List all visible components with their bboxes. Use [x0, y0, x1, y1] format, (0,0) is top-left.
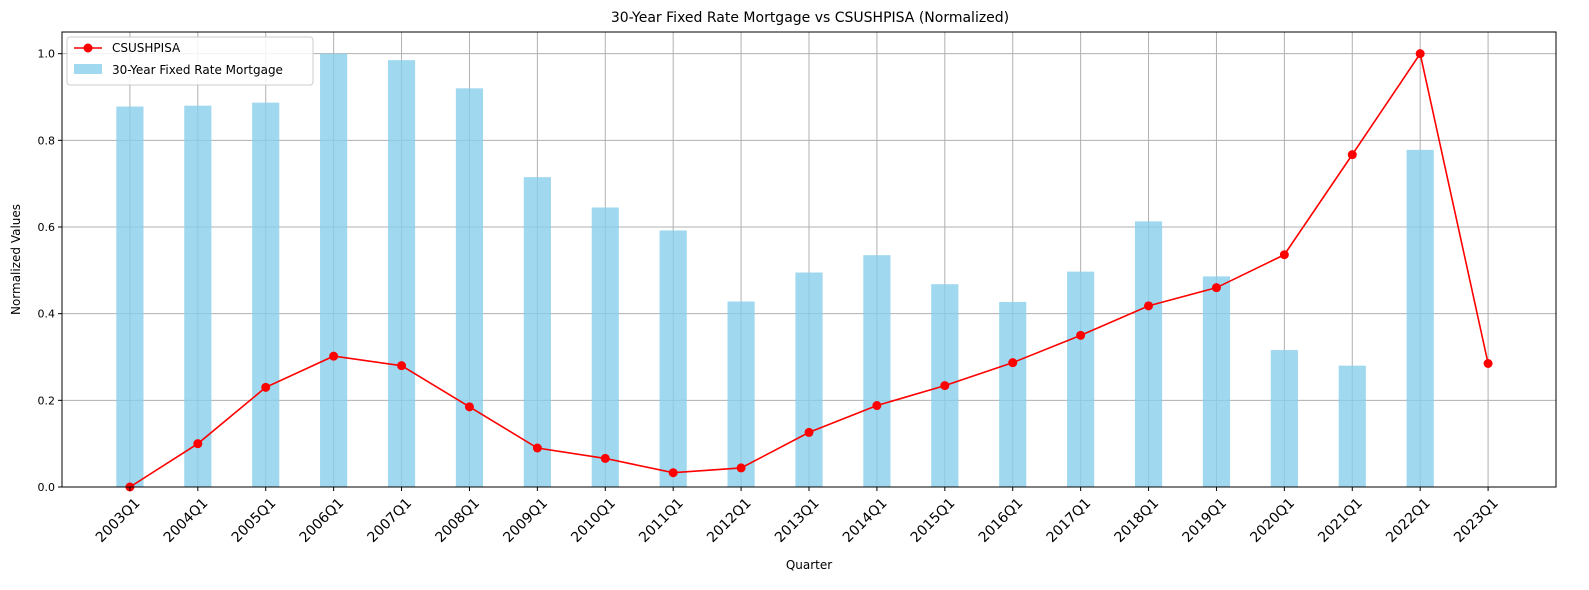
y-tick-label: 0.6 [38, 221, 56, 234]
data-point [940, 381, 950, 391]
legend-bar-swatch [74, 64, 102, 74]
x-tick-label: 2021Q1 [1315, 495, 1366, 546]
data-point [1008, 358, 1018, 368]
bar [320, 53, 348, 488]
data-point [532, 443, 542, 453]
y-tick-label: 0.2 [38, 394, 56, 407]
legend: CSUSHPISA 30-Year Fixed Rate Mortgage [66, 36, 314, 86]
bar [863, 255, 891, 487]
legend-label-line: CSUSHPISA [112, 41, 181, 55]
x-axis: 2003Q1 2004Q1 2005Q1 2006Q1 2007Q1 2008Q1 2009… [93, 487, 1502, 546]
y-tick-label: 0.0 [38, 481, 56, 494]
bar [1067, 271, 1095, 487]
data-point [1076, 330, 1086, 340]
legend-marker-swatch [83, 43, 93, 53]
bar [1270, 350, 1298, 487]
bar [184, 105, 212, 488]
bar [455, 88, 484, 487]
x-tick-label: 2010Q1 [568, 495, 619, 546]
bar [252, 102, 280, 487]
x-tick-label: 2018Q1 [1112, 495, 1163, 546]
x-tick-label: 2019Q1 [1179, 495, 1230, 546]
x-tick-label: 2006Q1 [297, 495, 348, 546]
bar [116, 106, 144, 488]
legend-label-bar: 30-Year Fixed Rate Mortgage [112, 63, 283, 77]
y-tick-label: 1.0 [38, 48, 56, 61]
data-point [193, 439, 203, 449]
x-axis-label: Quarter [786, 558, 832, 572]
bar [727, 301, 755, 487]
bar [795, 272, 823, 487]
data-point [668, 468, 678, 478]
data-point [1144, 301, 1154, 311]
x-tick-label: 2017Q1 [1044, 495, 1095, 546]
data-point [600, 453, 610, 463]
x-tick-label: 2014Q1 [840, 495, 891, 546]
data-point [1211, 283, 1221, 293]
y-axis-label: Normalized Values [9, 204, 23, 315]
x-tick-label: 2015Q1 [908, 495, 959, 546]
data-point [1279, 250, 1289, 260]
bar [591, 207, 619, 487]
data-point [261, 382, 271, 392]
bar-series [116, 53, 1434, 488]
bar [1406, 149, 1434, 487]
x-tick-label: 2003Q1 [93, 495, 144, 546]
data-point [872, 401, 882, 411]
line-series [125, 49, 1493, 492]
x-tick-label: 2005Q1 [229, 495, 280, 546]
x-tick-label: 2012Q1 [704, 495, 755, 546]
x-tick-label: 2016Q1 [976, 495, 1027, 546]
bar [523, 177, 551, 487]
data-point [329, 351, 339, 361]
y-tick-label: 0.4 [38, 308, 56, 321]
data-point [1415, 49, 1425, 59]
y-axis: 0.0 0.2 0.4 0.6 0.8 1.0 [38, 48, 62, 494]
bar [1134, 221, 1163, 487]
bar [387, 60, 416, 488]
bar [999, 301, 1027, 487]
x-tick-label: 2013Q1 [772, 495, 823, 546]
legend-box [66, 36, 314, 86]
data-point [804, 427, 814, 437]
x-tick-label: 2020Q1 [1247, 495, 1298, 546]
x-tick-label: 2008Q1 [432, 495, 483, 546]
bar [1338, 365, 1366, 487]
x-tick-label: 2023Q1 [1451, 495, 1502, 546]
data-point [464, 402, 474, 412]
bar [659, 230, 687, 487]
bar [1202, 276, 1231, 487]
data-point [736, 463, 746, 473]
data-point [1483, 359, 1493, 368]
x-tick-label: 2022Q1 [1383, 495, 1434, 546]
x-tick-label: 2009Q1 [500, 495, 551, 546]
data-point [1347, 150, 1357, 160]
x-tick-label: 2007Q1 [365, 495, 416, 546]
y-tick-label: 0.8 [38, 134, 56, 147]
x-tick-label: 2011Q1 [636, 495, 687, 546]
data-point [397, 361, 407, 371]
x-tick-label: 2004Q1 [161, 495, 212, 546]
chart-title: 30-Year Fixed Rate Mortgage vs CSUSHPISA… [611, 10, 1009, 26]
